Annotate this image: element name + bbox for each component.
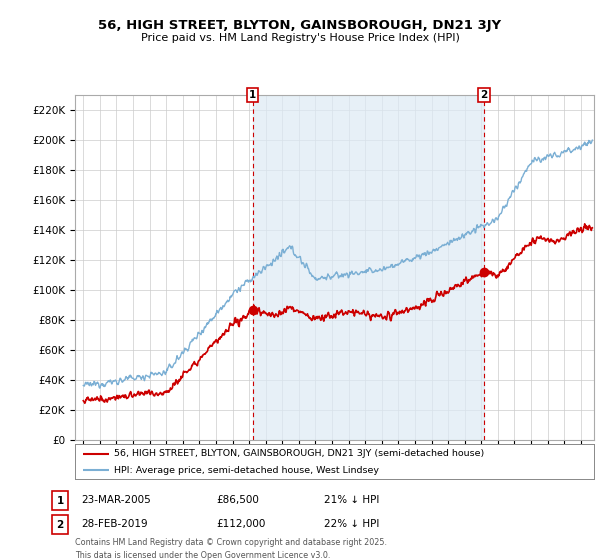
Text: £86,500: £86,500 (216, 494, 259, 505)
Text: 28-FEB-2019: 28-FEB-2019 (81, 519, 148, 529)
Text: 1: 1 (249, 90, 256, 100)
Text: 1: 1 (56, 496, 64, 506)
Text: £112,000: £112,000 (216, 519, 265, 529)
Text: 56, HIGH STREET, BLYTON, GAINSBOROUGH, DN21 3JY: 56, HIGH STREET, BLYTON, GAINSBOROUGH, D… (98, 18, 502, 32)
Bar (253, 95, 484, 440)
Text: HPI: Average price, semi-detached house, West Lindsey: HPI: Average price, semi-detached house,… (114, 465, 379, 475)
Text: 2: 2 (56, 520, 64, 530)
Text: Contains HM Land Registry data © Crown copyright and database right 2025.
This d: Contains HM Land Registry data © Crown c… (75, 538, 387, 559)
Text: 2: 2 (480, 90, 488, 100)
Text: 56, HIGH STREET, BLYTON, GAINSBOROUGH, DN21 3JY (semi-detached house): 56, HIGH STREET, BLYTON, GAINSBOROUGH, D… (114, 449, 484, 458)
Text: Price paid vs. HM Land Registry's House Price Index (HPI): Price paid vs. HM Land Registry's House … (140, 33, 460, 43)
Text: 21% ↓ HPI: 21% ↓ HPI (324, 494, 379, 505)
Text: 22% ↓ HPI: 22% ↓ HPI (324, 519, 379, 529)
Text: 23-MAR-2005: 23-MAR-2005 (81, 494, 151, 505)
